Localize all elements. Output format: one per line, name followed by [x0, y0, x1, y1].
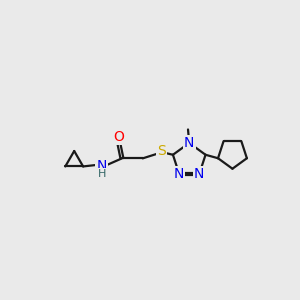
Text: N: N: [194, 167, 205, 181]
Text: H: H: [98, 169, 106, 178]
Text: N: N: [184, 136, 194, 150]
Text: N: N: [96, 159, 107, 173]
Text: O: O: [113, 130, 124, 144]
Text: S: S: [157, 144, 166, 158]
Text: N: N: [174, 167, 184, 181]
